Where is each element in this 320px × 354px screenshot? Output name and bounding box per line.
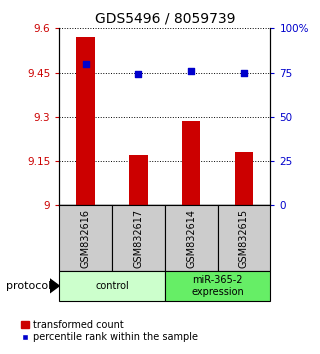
Bar xyxy=(235,152,253,205)
Legend: transformed count, percentile rank within the sample: transformed count, percentile rank withi… xyxy=(21,320,197,342)
Point xyxy=(242,70,247,75)
Bar xyxy=(129,155,148,205)
Bar xyxy=(218,205,270,271)
Bar xyxy=(182,121,200,205)
Bar xyxy=(76,37,95,205)
Point xyxy=(136,72,141,77)
Bar xyxy=(59,205,112,271)
Bar xyxy=(59,271,165,301)
Text: GSM832616: GSM832616 xyxy=(81,209,91,268)
Text: GSM832617: GSM832617 xyxy=(133,209,143,268)
Bar xyxy=(165,205,218,271)
Point xyxy=(189,68,194,74)
Point xyxy=(83,61,88,67)
Polygon shape xyxy=(50,279,59,293)
Bar xyxy=(112,205,165,271)
Text: control: control xyxy=(95,281,129,291)
Text: GSM832614: GSM832614 xyxy=(186,209,196,268)
Title: GDS5496 / 8059739: GDS5496 / 8059739 xyxy=(94,12,235,26)
Text: GSM832615: GSM832615 xyxy=(239,209,249,268)
Text: miR-365-2
expression: miR-365-2 expression xyxy=(191,275,244,297)
Bar xyxy=(165,271,270,301)
Text: protocol: protocol xyxy=(6,281,52,291)
